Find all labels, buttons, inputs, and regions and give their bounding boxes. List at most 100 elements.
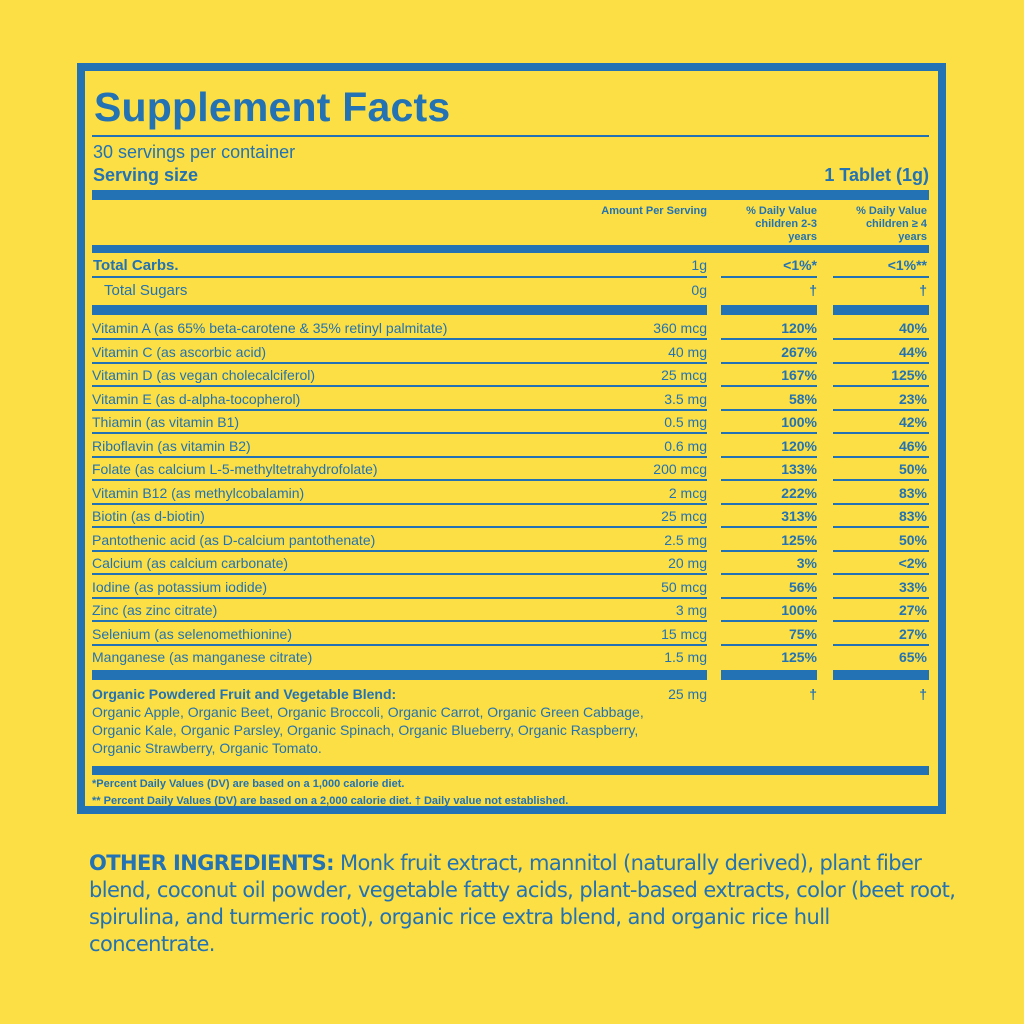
header-line: % Daily Value xyxy=(746,205,817,217)
blend-amount: 25 mg xyxy=(668,686,707,702)
row-divider xyxy=(92,620,707,622)
table-row: Pantothenic acid (as D-calcium pantothen… xyxy=(92,529,929,552)
nutrient-dv-children-2-3: 222% xyxy=(781,484,817,501)
other-ingredients-heading: OTHER INGREDIENTS: xyxy=(89,851,335,875)
row-divider xyxy=(721,361,817,364)
table-row: Iodine (as potassium iodide) 50 mcg 56% 33% xyxy=(92,576,929,599)
header-line: children ≥ 4 xyxy=(865,218,927,230)
nutrient-dv-children-2-3: 167% xyxy=(781,367,817,383)
divider-thick xyxy=(721,305,817,315)
nutrient-dv-children-2-3: 75% xyxy=(788,625,817,642)
nutrient-amount: 50 mcg xyxy=(661,578,707,595)
row-divider xyxy=(92,526,707,528)
nutrient-name: Thiamin (as vitamin B1) xyxy=(92,414,240,430)
row-divider xyxy=(92,502,707,505)
row-divider xyxy=(721,502,817,505)
nutrient-dv-children-4: 33% xyxy=(898,578,927,595)
nutrient-amount: 2 mcg xyxy=(668,484,707,501)
footnote-2: ** Percent Daily Values (DV) are based o… xyxy=(92,795,569,807)
row-divider xyxy=(721,596,817,599)
row-divider xyxy=(833,573,929,575)
table-row: Selenium (as selenomethionine) 15 mcg 75% 2… xyxy=(92,623,929,646)
serving-size-label: Serving size xyxy=(93,165,199,185)
row-divider xyxy=(92,573,707,575)
row-divider xyxy=(833,549,929,552)
header-amount: Amount Per Serving xyxy=(601,205,707,217)
header-line: children 2-3 xyxy=(755,218,817,230)
other-ingredients: OTHER INGREDIENTS: Monk fruit extract, m… xyxy=(89,850,959,958)
row-divider xyxy=(833,643,929,646)
row-divider xyxy=(833,596,929,599)
nutrient-dv-children-2-3: 133% xyxy=(781,461,817,477)
header-line: years xyxy=(898,231,927,243)
table-row: Total Sugars 0g † † xyxy=(92,279,929,303)
nutrient-dv-children-4: <1%** xyxy=(887,257,927,273)
row-divider xyxy=(833,479,929,481)
divider-thick xyxy=(92,190,929,200)
nutrient-dv-children-4: 125% xyxy=(891,367,927,383)
nutrient-dv-children-2-3: 125% xyxy=(781,531,817,548)
nutrient-dv-children-4: 65% xyxy=(898,649,927,665)
footnote-1: *Percent Daily Values (DV) are based on … xyxy=(92,778,405,790)
row-divider xyxy=(833,502,929,505)
table-row: Zinc (as zinc citrate) 3 mg 100% 27% xyxy=(92,599,929,622)
nutrient-amount: 15 mcg xyxy=(661,625,707,642)
table-row: Vitamin D (as vegan cholecalciferol) 25 m… xyxy=(92,364,929,387)
nutrient-dv-children-4: <2% xyxy=(898,555,927,571)
nutrient-name: Riboflavin (as vitamin B2) xyxy=(92,437,251,454)
nutrient-amount: 0.5 mg xyxy=(664,414,707,430)
nutrient-dv-children-2-3: † xyxy=(809,282,817,298)
table-row: Folate (as calcium L-5-methyltetrahydrof… xyxy=(92,458,929,481)
row-divider xyxy=(92,596,707,599)
nutrient-dv-children-2-3: 56% xyxy=(788,578,817,595)
nutrient-dv-children-2-3: 3% xyxy=(796,555,817,571)
nutrient-dv-children-2-3: 125% xyxy=(781,649,817,665)
nutrient-dv-children-2-3: 58% xyxy=(788,390,817,407)
nutrient-name: Total Sugars xyxy=(104,282,188,299)
nutrient-dv-children-2-3: 100% xyxy=(781,414,817,430)
nutrient-amount: 1.5 mg xyxy=(664,649,707,665)
row-divider xyxy=(833,408,929,411)
nutrient-name: Selenium (as selenomethionine) xyxy=(92,625,292,642)
servings-per-container: 30 servings per container xyxy=(93,142,296,162)
table-row: Thiamin (as vitamin B1) 0.5 mg 100% 42% xyxy=(92,411,929,434)
nutrient-dv-children-4: 40% xyxy=(898,320,927,336)
nutrient-dv-children-4: 44% xyxy=(898,343,927,360)
divider-thick xyxy=(92,670,707,680)
row-divider xyxy=(92,549,707,552)
row-divider xyxy=(721,385,817,387)
nutrient-amount: 25 mcg xyxy=(661,367,707,383)
row-divider xyxy=(92,479,707,481)
nutrient-amount: 200 mcg xyxy=(653,461,707,477)
nutrient-amount: 3.5 mg xyxy=(664,390,707,407)
row-divider xyxy=(92,455,707,458)
row-divider xyxy=(721,526,817,528)
nutrient-dv-children-4: 46% xyxy=(898,437,927,454)
nutrient-name: Vitamin A (as 65% beta-carotene & 35% re… xyxy=(92,320,448,336)
row-divider xyxy=(92,361,707,364)
nutrient-dv-children-4: 50% xyxy=(898,461,927,477)
row-divider xyxy=(92,408,707,411)
nutrient-dv-children-2-3: 100% xyxy=(781,602,817,618)
nutrient-dv-children-4: 83% xyxy=(898,508,927,524)
table-row: Calcium (as calcium carbonate) 20 mg 3% <2% xyxy=(92,552,929,575)
row-divider xyxy=(721,408,817,411)
row-divider xyxy=(721,276,817,278)
nutrient-dv-children-4: 27% xyxy=(898,625,927,642)
row-divider xyxy=(721,479,817,481)
nutrient-dv-children-4: 27% xyxy=(898,602,927,618)
nutrient-name: Pantothenic acid (as D-calcium pantothen… xyxy=(92,531,376,548)
nutrient-amount: 20 mg xyxy=(668,555,707,571)
row-divider xyxy=(833,385,929,387)
table-row: Riboflavin (as vitamin B2) 0.6 mg 120% 46% xyxy=(92,435,929,458)
nutrient-dv-children-2-3: 313% xyxy=(781,508,817,524)
nutrient-dv-children-4: 83% xyxy=(898,484,927,501)
nutrient-dv-children-2-3: 267% xyxy=(781,343,817,360)
nutrient-amount: 2.5 mg xyxy=(664,531,707,548)
nutrient-amount: 0.6 mg xyxy=(664,437,707,454)
row-divider xyxy=(833,620,929,622)
serving-size-value: 1 Tablet (1g) xyxy=(824,165,929,185)
table-row: Manganese (as manganese citrate) 1.5 mg 12… xyxy=(92,646,929,669)
table-row: Total Carbs. 1g <1%* <1%** xyxy=(92,254,929,278)
divider-thick xyxy=(833,670,929,680)
